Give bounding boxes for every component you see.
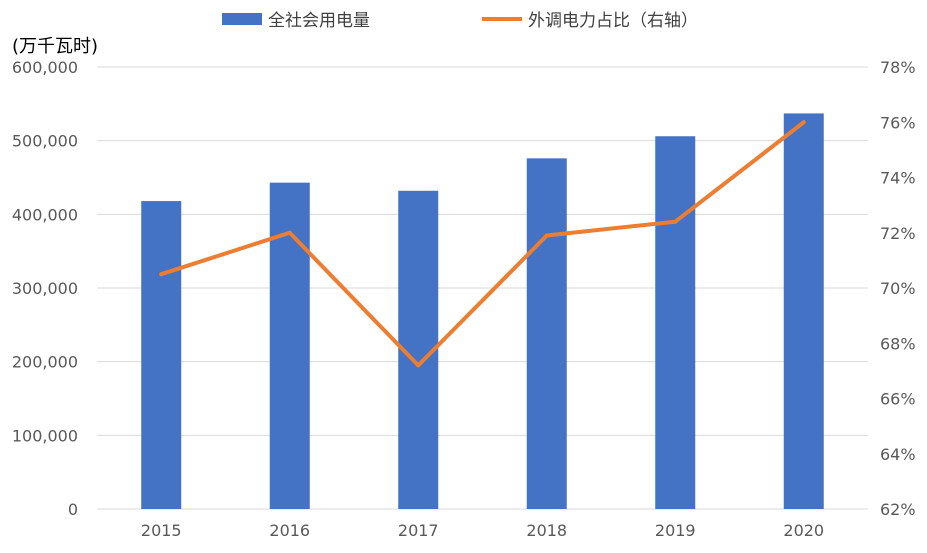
y-tick-label: 400,000: [12, 205, 78, 224]
y2-tick-label: 74%: [880, 169, 916, 188]
line-point: [287, 230, 292, 235]
line-point: [673, 219, 678, 224]
x-tick-label: 2015: [141, 521, 182, 540]
x-axis: 2015 2016 2017 2018 2019 2020: [141, 521, 824, 540]
line-path: [159, 120, 806, 368]
y2-tick-label: 78%: [880, 58, 916, 77]
bar: [141, 201, 182, 509]
y-tick-label: 500,000: [12, 132, 78, 151]
x-tick-label: 2018: [526, 521, 567, 540]
bar: [526, 158, 567, 509]
y2-tick-label: 72%: [880, 224, 916, 243]
y2-tick-label: 66%: [880, 390, 916, 409]
line-series: [159, 120, 806, 368]
bar: [655, 136, 696, 509]
bar-series: [141, 113, 824, 509]
y-axis-unit-label: (万千瓦时): [12, 36, 98, 57]
y2-tick-label: 76%: [880, 113, 916, 132]
legend-bar-label: 全社会用电量: [268, 11, 370, 31]
legend: 全社会用电量 外调电力占比（右轴）: [222, 11, 698, 31]
line-point: [416, 363, 421, 368]
y-axis-left: 0 100,000 200,000 300,000 400,000 500,000 600,…: [12, 58, 78, 519]
y-axis-right: 62% 64% 66% 68% 70% 72% 74% 76% 78%: [880, 58, 916, 519]
y-tick-label: 100,000: [12, 426, 78, 445]
y2-tick-label: 62%: [880, 500, 916, 519]
y2-tick-label: 64%: [880, 445, 916, 464]
x-tick-label: 2017: [398, 521, 439, 540]
x-tick-label: 2019: [655, 521, 696, 540]
gridlines: [97, 66, 868, 510]
line-point: [544, 233, 549, 238]
line-point: [159, 272, 164, 277]
legend-bar-swatch: [222, 13, 262, 25]
x-tick-label: 2016: [269, 521, 310, 540]
x-tick-label: 2020: [783, 521, 824, 540]
y-tick-label: 200,000: [12, 353, 78, 372]
y2-tick-label: 68%: [880, 334, 916, 353]
y2-tick-label: 70%: [880, 279, 916, 298]
legend-line-label: 外调电力占比（右轴）: [528, 11, 698, 31]
line-point: [801, 120, 806, 125]
bar: [783, 113, 824, 509]
y-tick-label: 300,000: [12, 279, 78, 298]
y-tick-label: 0: [68, 500, 78, 519]
y-tick-label: 600,000: [12, 58, 78, 77]
